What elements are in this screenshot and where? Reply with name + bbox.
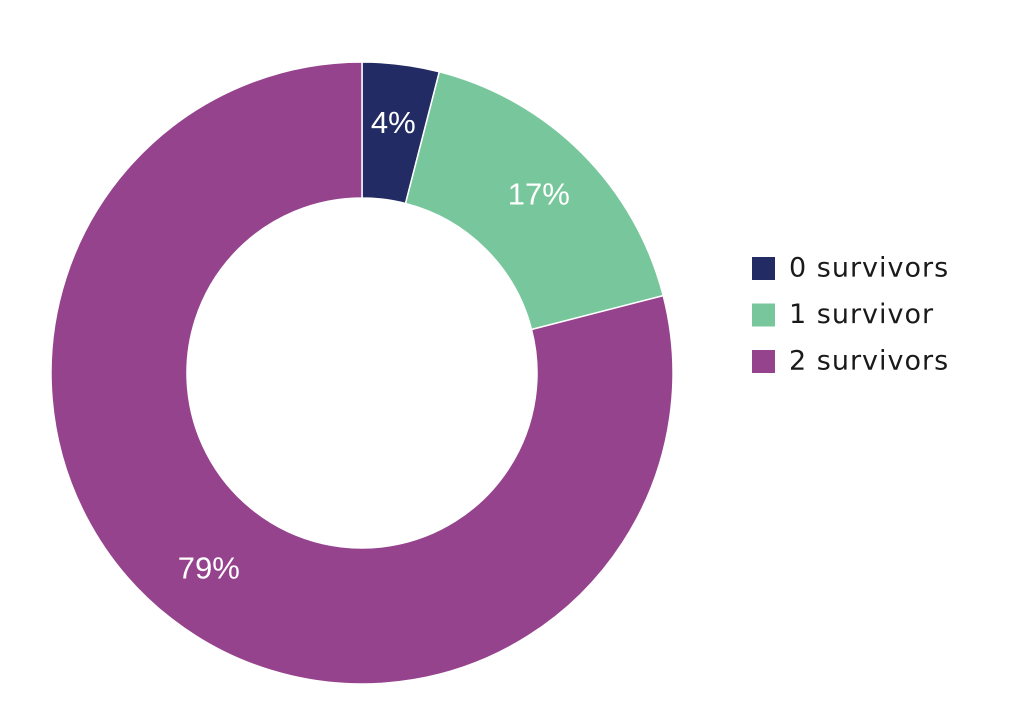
legend-label: 1 survivor (789, 299, 934, 330)
legend-swatch (752, 303, 775, 327)
donut-segment (404, 70, 665, 331)
value-label: 17% (508, 176, 570, 211)
legend-label: 2 survivors (789, 346, 949, 377)
legend-swatch (752, 350, 775, 373)
value-label: 4% (371, 105, 416, 140)
donut-segment (50, 61, 674, 685)
legend-swatch (752, 257, 775, 280)
legend-label: 0 survivors (789, 253, 949, 284)
value-label: 79% (178, 551, 240, 586)
